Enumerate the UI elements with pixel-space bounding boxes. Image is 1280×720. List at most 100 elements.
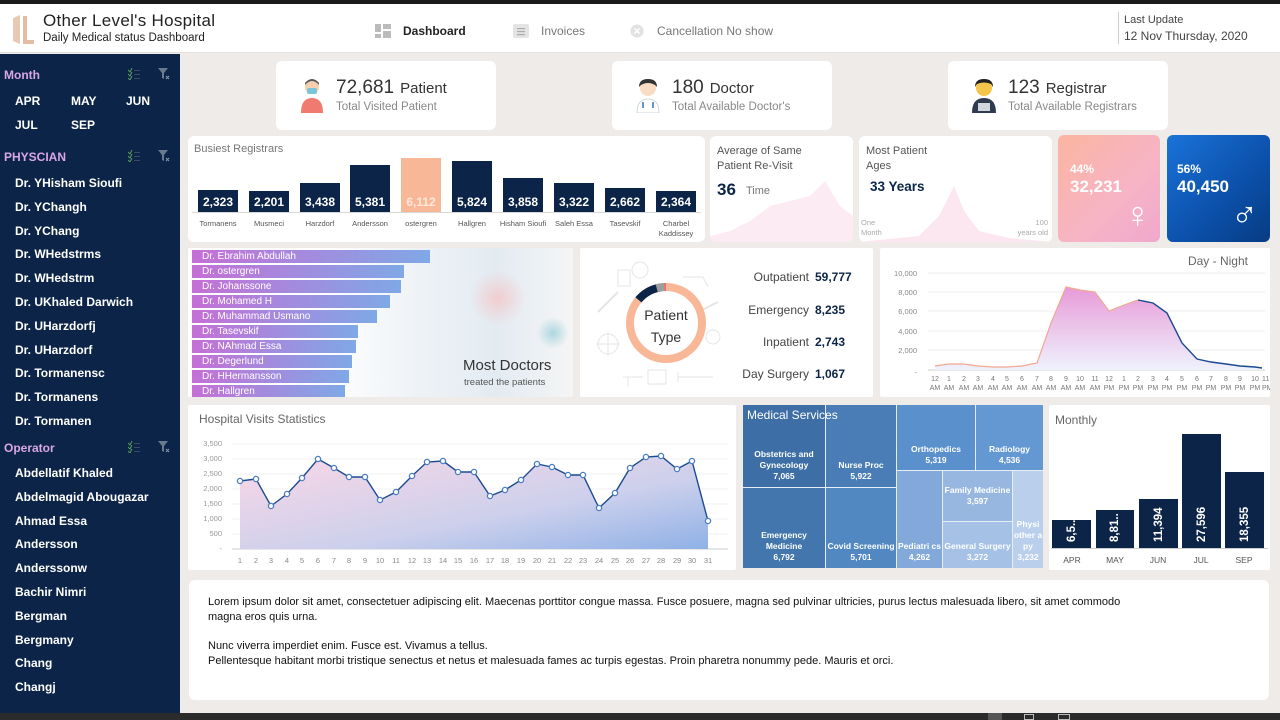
- bar-hallgren[interactable]: 5,824: [452, 161, 492, 212]
- clear-filter-icon[interactable]: [158, 150, 170, 162]
- slicer-operator-item[interactable]: Abdelmagid Abougazar: [15, 490, 149, 504]
- tile-emergency-medicine[interactable]: Emergency Medicine 6,792: [743, 488, 825, 568]
- slicer-operator-item[interactable]: Bergman: [15, 609, 68, 623]
- tile-nurse-proc[interactable]: Nurse Proc 5,922: [826, 405, 896, 487]
- slicer-month-jun[interactable]: JUN: [126, 94, 151, 108]
- tile-orthopedics[interactable]: Orthopedics 5,319: [897, 405, 975, 470]
- slicer-physician-item[interactable]: Dr. YChang: [15, 224, 80, 238]
- slicer-physician-item[interactable]: Dr. UKhaled Darwich: [15, 295, 134, 309]
- slicer-physician-item[interactable]: Dr. YHisham Sioufi: [15, 176, 123, 190]
- slicer-operator-header: Operator: [4, 441, 174, 455]
- tile-pediatrics[interactable]: Pediatri cs 4,262: [897, 471, 942, 568]
- revisit-sparkline: [710, 181, 853, 242]
- doctor-bar[interactable]: Dr. Hallgren: [192, 385, 345, 397]
- tile-physiotherapy[interactable]: Physi other apy 3,232: [1013, 471, 1043, 568]
- female-icon: ♀: [1124, 194, 1151, 235]
- sidebar-filters: Month APR MAY JUN JUL SEP PHYSCIAN Dr. Y…: [0, 54, 180, 714]
- slicer-physician-item[interactable]: Dr. Tormanensc: [15, 366, 105, 380]
- tile-covid-screening[interactable]: Covid Screening 5,701: [826, 488, 896, 568]
- day-night-title: Day - Night: [1187, 254, 1248, 268]
- slicer-month-may[interactable]: MAY: [71, 94, 97, 108]
- slicer-operator-item[interactable]: Anderssonw: [15, 561, 88, 575]
- bar-jul[interactable]: 27,596: [1182, 434, 1221, 548]
- page-layout-view-button[interactable]: [1024, 714, 1034, 720]
- svg-text:8: 8: [1224, 376, 1228, 383]
- slicer-month-apr[interactable]: APR: [15, 94, 41, 108]
- bar-andersson[interactable]: 5,381: [350, 165, 390, 212]
- medical-services-treemap: Obstetrics and Gynecology 7,065 Medical S…: [743, 405, 1043, 568]
- page-break-view-button[interactable]: [1058, 714, 1070, 720]
- clear-filter-icon[interactable]: [158, 68, 170, 80]
- tile-obstetrics[interactable]: Obstetrics and Gynecology 7,065: [743, 405, 825, 487]
- tile-radiology[interactable]: Radiology 4,536: [976, 405, 1043, 470]
- x-label: Hisham Sioufi: [499, 219, 547, 228]
- slicer-physician-item[interactable]: Dr. UHarzdorf: [15, 343, 93, 357]
- bar-tormanens[interactable]: 2,323: [198, 190, 238, 212]
- normal-view-button[interactable]: [988, 713, 1002, 720]
- kpi-doctors-unit: Doctor: [709, 80, 754, 97]
- slicer-operator-item[interactable]: Abdellatif Khaled: [15, 466, 114, 480]
- svg-text:5: 5: [1180, 376, 1184, 383]
- bar-ostergren[interactable]: 6,112: [401, 158, 441, 212]
- slicer-operator-item[interactable]: Bergmany: [15, 633, 74, 647]
- svg-text:2,500: 2,500: [203, 469, 222, 478]
- slicer-operator-item[interactable]: Chang: [15, 656, 53, 670]
- bar-hisham-sioufi[interactable]: 3,858: [503, 178, 543, 212]
- nav-dashboard[interactable]: Dashboard: [375, 24, 466, 38]
- bar-may[interactable]: 8,81..: [1096, 510, 1134, 548]
- tile-family-medicine[interactable]: Family Medicine 3,597: [943, 471, 1012, 521]
- slicer-operator-item[interactable]: Andersson: [15, 537, 78, 551]
- nav-invoices[interactable]: Invoices: [513, 24, 585, 38]
- revisit-unit: Time: [746, 185, 771, 197]
- bar-value: 6,112: [406, 195, 436, 209]
- slicer-month-title: Month: [4, 68, 40, 82]
- svg-text:8,000: 8,000: [898, 288, 917, 297]
- slicer-operator-item[interactable]: Bachir Nimri: [15, 585, 87, 599]
- slicer-physician-item[interactable]: Dr. YChangh: [15, 200, 87, 214]
- slicer-operator-item[interactable]: Changj: [15, 680, 56, 694]
- bar-jun[interactable]: 11,394: [1139, 499, 1178, 548]
- slicer-month-jul[interactable]: JUL: [15, 118, 38, 132]
- multi-select-icon[interactable]: [128, 441, 140, 453]
- doctor-bar[interactable]: Dr. Johanssone: [192, 280, 401, 293]
- donut-day-surgery[interactable]: [626, 283, 706, 363]
- doctor-bar[interactable]: Dr. Ebrahim Abdullah: [192, 250, 430, 263]
- slicer-operator-item[interactable]: Ahmad Essa: [15, 514, 88, 528]
- slicer-physician-item[interactable]: Dr. WHedstrm: [15, 271, 95, 285]
- bar-tasevskif[interactable]: 2,662: [605, 188, 645, 212]
- slicer-physician-item[interactable]: Dr. UHarzdorfj: [15, 319, 96, 333]
- doctor-bar[interactable]: Dr. Muhammad Usmano: [192, 310, 377, 323]
- multi-select-icon[interactable]: [128, 68, 140, 80]
- slicer-physician-item[interactable]: Dr. Tormanens: [15, 390, 99, 404]
- donut-emergency[interactable]: [624, 281, 708, 365]
- tile-general-surgery[interactable]: General Surgery 3,272: [943, 522, 1012, 568]
- doctor-bar[interactable]: Dr. Degerlund: [192, 355, 352, 368]
- revisit-value: 36: [717, 180, 736, 199]
- svg-text:6: 6: [316, 556, 320, 565]
- patient-type-chart: Patient Type Outpatient 59,777 Emergency 8,…: [580, 248, 873, 397]
- bar-sep[interactable]: 18,355: [1225, 472, 1264, 548]
- bar-saleh-essa[interactable]: 3,322: [554, 183, 594, 212]
- bar-charbel-kaddissey[interactable]: 2,364: [656, 191, 696, 212]
- svg-text:4: 4: [1165, 376, 1169, 383]
- nav-invoices-label: Invoices: [541, 24, 586, 38]
- slicer-physician-header: PHYSCIAN: [4, 150, 174, 164]
- doctor-bar[interactable]: Dr. ostergren: [192, 265, 404, 278]
- doctor-bar[interactable]: Dr. NAhmad Essa: [192, 340, 356, 353]
- multi-select-icon[interactable]: [128, 150, 140, 162]
- dashboard-icon: [375, 24, 391, 38]
- revisit-title-line1: Average of Same: [717, 145, 802, 157]
- clear-filter-icon[interactable]: [158, 441, 170, 453]
- slicer-month-sep[interactable]: SEP: [71, 118, 96, 132]
- slicer-physician-item[interactable]: Dr. Tormanen: [15, 414, 92, 428]
- bar-musmeci[interactable]: 2,201: [249, 191, 289, 212]
- doctor-bar[interactable]: Dr. Tasevskif: [192, 325, 358, 338]
- slicer-physician-item[interactable]: Dr. WHedstrms: [15, 247, 102, 261]
- patient-type-title: Patient Type: [624, 304, 708, 348]
- doctor-bar[interactable]: Dr. HHermansson: [192, 370, 349, 383]
- bar-apr[interactable]: 6,5..: [1052, 520, 1091, 548]
- bar-harzdorf[interactable]: 3,438: [300, 183, 340, 212]
- doctor-bar[interactable]: Dr. Mohamed H: [192, 295, 390, 308]
- x-label: APR: [1063, 555, 1081, 565]
- nav-cancellation[interactable]: Cancellation No show: [629, 24, 773, 38]
